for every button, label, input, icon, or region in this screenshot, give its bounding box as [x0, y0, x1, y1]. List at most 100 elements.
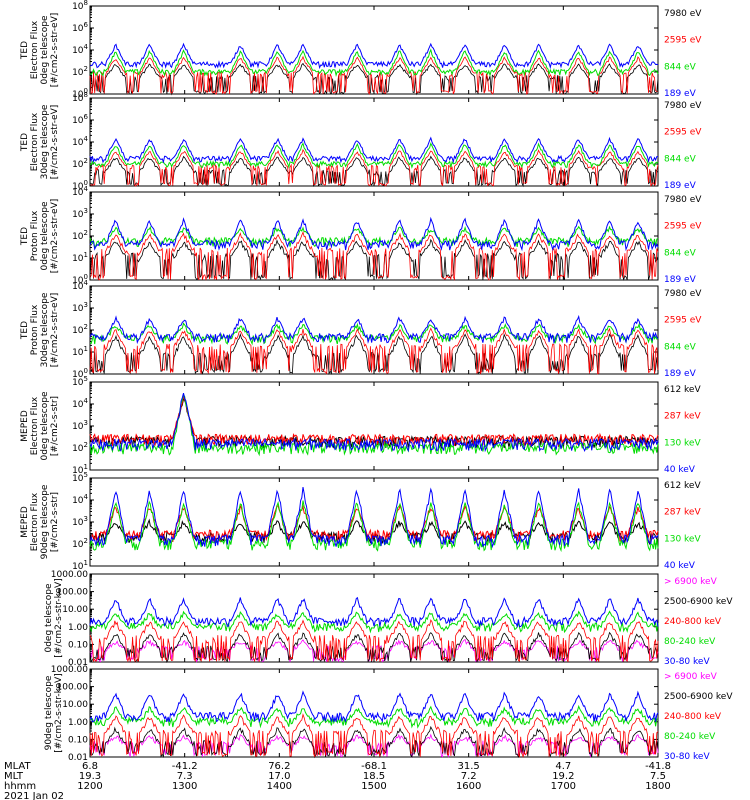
- series-trace: [89, 142, 659, 169]
- x-row-label: MLT: [4, 771, 24, 782]
- series-trace: [89, 216, 659, 252]
- y-axis-label: TEDElectron Flux30deg telescope[#/cm2-s-…: [20, 104, 60, 179]
- legend-entry: 130 keV: [664, 438, 701, 448]
- y-tick-label: 104: [72, 397, 88, 410]
- legend-entry: 80-240 keV: [664, 732, 716, 742]
- series-trace: [89, 733, 659, 759]
- legend-entry: 7980 eV: [664, 195, 702, 205]
- legend-entry: 7980 eV: [664, 9, 702, 19]
- x-tick-label-mlat: -41.2: [172, 761, 198, 772]
- y-tick-label: 103: [72, 419, 88, 432]
- legend-entry: > 6900 keV: [664, 672, 718, 682]
- y-tick-label: 104: [72, 279, 88, 292]
- y-tick-label: 104: [72, 493, 88, 506]
- series-trace: [89, 631, 659, 664]
- panel-1: 100 102 104 106 108 TEDElectron Flux0deg tele…: [20, 0, 702, 100]
- series-trace: [89, 48, 659, 78]
- legend-entry: 612 keV: [664, 385, 701, 395]
- y-tick-label: 103: [72, 301, 88, 314]
- legend-entry: 240-800 keV: [664, 617, 722, 627]
- x-tick-label-mlt: 7.2: [461, 771, 477, 782]
- x-tick-label-mlt: 19.2: [552, 771, 574, 782]
- y-axis-label: TEDElectron Flux0deg telescope[#/cm2-s-s…: [20, 13, 60, 88]
- series-trace: [89, 155, 659, 188]
- panel-5: 101 102 103 104 105 MEPEDElectron Flux0deg te…: [20, 375, 701, 476]
- panel-2: 100 102 104 106 108 TEDElectron Flux30deg tel…: [20, 91, 702, 192]
- x-tick-label-mlat: 76.2: [268, 761, 290, 772]
- y-tick-label: 102: [72, 157, 88, 170]
- y-tick-label: 101: [72, 345, 88, 358]
- y-tick-label: 0.01: [68, 753, 88, 763]
- series-trace: [89, 690, 659, 724]
- series-trace: [89, 610, 659, 634]
- y-tick-label: 101: [72, 251, 88, 264]
- panel-3: 100 101 102 103 104 TEDProton Flux0deg telesc…: [20, 185, 702, 286]
- y-tick-label: 102: [72, 323, 88, 336]
- series-trace: [89, 314, 659, 345]
- y-tick-label: 0.10: [68, 640, 88, 650]
- legend-entry: 7980 eV: [664, 101, 702, 111]
- y-tick-label: 104: [72, 43, 88, 56]
- y-tick-label: 100: [72, 273, 88, 286]
- y-tick-label: 10.00: [62, 605, 88, 615]
- panel-4: 100 101 102 103 104 TEDProton Flux30deg teles…: [20, 279, 702, 380]
- legend-entry: 2595 eV: [664, 128, 702, 138]
- y-tick-label: 102: [72, 441, 88, 454]
- legend-entry: 189 eV: [664, 369, 697, 379]
- x-row-label: hhmm: [4, 781, 36, 792]
- legend-entry: 189 eV: [664, 181, 697, 191]
- y-tick-label: 10.00: [62, 700, 88, 710]
- x-tick-label-hhmm: 1300: [172, 781, 197, 792]
- y-tick-label: 102: [72, 537, 88, 550]
- y-axis-label: TEDProton Flux30deg telescope[#/cm2-s-st…: [20, 292, 60, 367]
- date-label: 2021 Jan 02: [4, 791, 64, 800]
- y-tick-label: 0.10: [68, 735, 88, 745]
- x-tick-label-hhmm: 1700: [551, 781, 576, 792]
- x-tick-label-hhmm: 1400: [267, 781, 292, 792]
- series-trace: [89, 231, 659, 281]
- x-tick-label-hhmm: 1200: [77, 781, 102, 792]
- legend-entry: 2500-6900 keV: [664, 597, 733, 607]
- panel-frame: [89, 97, 659, 187]
- series-trace: [89, 136, 658, 164]
- y-tick-label: 100: [72, 179, 88, 192]
- legend-entry: 2500-6900 keV: [664, 692, 733, 702]
- series-trace: [89, 225, 659, 249]
- y-tick-label: 1.00: [68, 718, 88, 728]
- x-tick-label-mlt: 18.5: [363, 771, 385, 782]
- series-trace: [89, 619, 659, 663]
- legend-entry: 189 eV: [664, 89, 697, 99]
- legend-entry: 844 eV: [664, 154, 697, 164]
- x-row-label: MLAT: [4, 761, 31, 772]
- y-tick-label: 100.00: [57, 588, 89, 598]
- x-tick-label-mlt: 7.3: [177, 771, 193, 782]
- legend-entry: 844 eV: [664, 62, 697, 72]
- y-tick-label: 102: [72, 65, 88, 78]
- x-tick-label-mlat: -68.1: [361, 761, 387, 772]
- y-axis-label: TEDProton Flux0deg telescope[#/cm2-s-str…: [20, 199, 60, 274]
- y-tick-label: 1000.00: [51, 570, 88, 580]
- y-tick-label: 106: [72, 21, 88, 34]
- legend-entry: 2595 eV: [664, 316, 702, 326]
- y-tick-label: 101: [72, 463, 88, 476]
- y-axis-label: MEPEDElectron Flux90deg telescope[#/cm2-…: [20, 484, 60, 559]
- series-trace: [89, 395, 659, 448]
- y-tick-label: 0.01: [68, 658, 88, 668]
- y-tick-label: 104: [72, 135, 88, 148]
- legend-entry: 130 keV: [664, 534, 701, 544]
- y-tick-label: 100.00: [57, 683, 89, 693]
- x-tick-label-mlt: 7.5: [650, 771, 666, 782]
- y-tick-label: 1000.00: [51, 665, 88, 675]
- x-tick-label-mlt: 17.0: [268, 771, 290, 782]
- series-trace: [90, 42, 659, 70]
- y-tick-label: 103: [72, 207, 88, 220]
- series-trace: [89, 704, 659, 729]
- legend-entry: 287 keV: [664, 508, 701, 518]
- legend-entry: 844 eV: [664, 342, 697, 352]
- legend-entry: 7980 eV: [664, 289, 702, 299]
- legend-entry: 612 keV: [664, 481, 701, 491]
